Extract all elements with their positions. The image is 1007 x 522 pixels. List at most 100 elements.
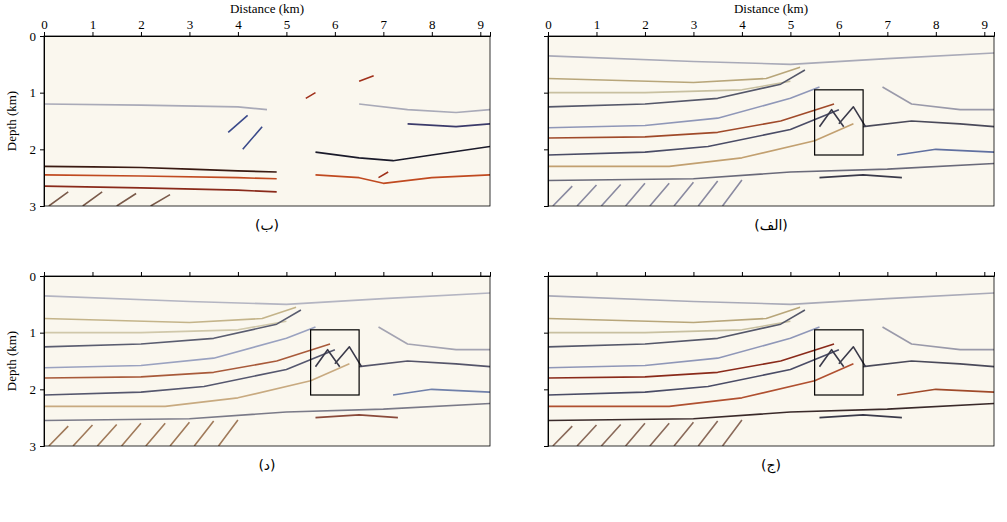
y-tick (544, 389, 548, 390)
y-tick-mark (40, 93, 44, 94)
marks (548, 53, 994, 206)
y-tick-label: 3 (30, 439, 37, 454)
reflector (819, 415, 901, 418)
x-tick-label: 5 (788, 17, 795, 32)
reflector (315, 147, 490, 161)
x-tick (887, 272, 888, 276)
y-tick: 0 (30, 269, 45, 284)
y-tick-mark (544, 93, 548, 94)
reflector (548, 350, 839, 395)
y-tick-label: 1 (30, 325, 37, 340)
marks (44, 76, 490, 206)
y-tick-mark (544, 446, 548, 447)
x-tick-mark (189, 272, 190, 276)
y-tick-label: 1 (30, 85, 37, 100)
y-tick-mark (544, 36, 548, 37)
y-tick (544, 446, 548, 447)
reflector (548, 53, 994, 64)
x-tick: 0 (41, 17, 48, 36)
x-tick: 8 (933, 17, 940, 36)
y-tick-mark (40, 149, 44, 150)
x-tick-mark (432, 32, 433, 36)
panel-title: (ب) (255, 217, 279, 233)
x-tick (984, 272, 985, 276)
y-tick-mark (544, 149, 548, 150)
x-tick-mark (238, 32, 239, 36)
y-axis (544, 277, 549, 447)
x-tick (790, 272, 791, 276)
x-tick: 0 (545, 17, 552, 36)
x-axis-line (549, 272, 995, 277)
x-tick-mark (936, 272, 937, 276)
y-axis-line (40, 277, 45, 447)
x-tick (596, 272, 597, 276)
x-tick-mark (936, 32, 937, 36)
x-axis-line (549, 32, 995, 37)
reflector (408, 124, 490, 127)
x-tick-label: 8 (429, 17, 436, 32)
x-tick-label: 7 (885, 17, 892, 32)
y-tick (544, 206, 548, 207)
panel-title: (د) (258, 457, 275, 473)
reflector (897, 389, 994, 395)
x-tick (839, 272, 840, 276)
reflector (315, 415, 397, 418)
y-tick-mark (544, 389, 548, 390)
reflector (44, 404, 490, 421)
marks (44, 293, 490, 446)
x-axis: 0123456789 (41, 17, 490, 37)
y-tick (544, 36, 548, 37)
x-tick-label: 6 (836, 17, 843, 32)
x-tick-mark (742, 32, 743, 36)
panel-title: (الف) (754, 217, 788, 233)
x-tick-label: 3 (691, 17, 698, 32)
y-axis (544, 37, 549, 207)
reflector (315, 175, 490, 184)
x-tick-mark (984, 272, 985, 276)
x-tick-mark (238, 272, 239, 276)
y-tick-mark (40, 206, 44, 207)
x-tick-mark (92, 32, 93, 36)
x-tick (936, 272, 937, 276)
x-tick: 3 (187, 17, 194, 36)
reflector (863, 361, 994, 367)
x-axis: 0123456789 (545, 17, 994, 37)
x-axis-line (45, 272, 491, 277)
y-tick: 3 (30, 439, 45, 454)
y-tick-label: 3 (30, 199, 37, 214)
x-tick-mark (596, 272, 597, 276)
reflector (393, 389, 490, 395)
x-tick (480, 272, 481, 276)
y-axis-title: Depth (km) (4, 91, 19, 151)
reflector (548, 164, 994, 181)
y-axis-title: Depth (km) (4, 331, 19, 391)
x-tick-mark (548, 32, 549, 36)
plot-frame (548, 276, 994, 446)
x-tick-mark (189, 32, 190, 36)
reflector (819, 107, 865, 127)
reflector (548, 104, 834, 138)
x-tick (189, 272, 190, 276)
reflector (306, 76, 388, 178)
y-tick-mark (544, 333, 548, 334)
y-tick-mark (40, 389, 44, 390)
x-tick (742, 272, 743, 276)
x-tick-mark (693, 272, 694, 276)
x-tick: 2 (138, 17, 145, 36)
reflector (883, 327, 995, 350)
x-tick-mark (596, 32, 597, 36)
x-tick-mark (480, 272, 481, 276)
x-tick-mark (286, 272, 287, 276)
reflector (359, 361, 490, 367)
y-tick-mark (544, 206, 548, 207)
x-tick-mark (141, 32, 142, 36)
x-tick-mark (141, 272, 142, 276)
reflector (44, 186, 277, 192)
y-tick: 2 (30, 142, 45, 157)
reflector (359, 104, 490, 113)
reflector (44, 166, 277, 172)
x-tick-mark (335, 272, 336, 276)
plot-background (44, 276, 490, 446)
reflector (44, 350, 335, 395)
x-tick-mark (693, 32, 694, 36)
